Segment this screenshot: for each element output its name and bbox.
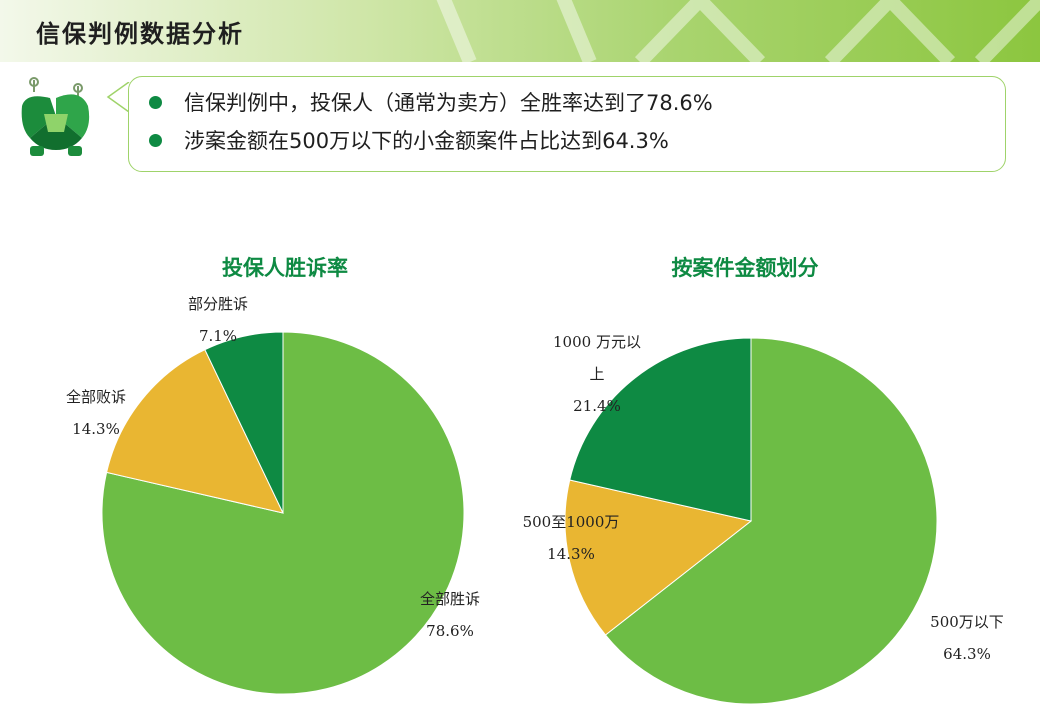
bullet-dot-icon — [149, 95, 162, 109]
pie-slice-1 — [101, 331, 465, 695]
pie-slice-1 — [604, 337, 938, 705]
pie-slice-3 — [569, 337, 752, 522]
pie-slice-2 — [564, 479, 753, 636]
slice-value-3: 7.1% — [199, 327, 237, 345]
bullet-text: 信保判例中，投保人（通常为卖方）全胜率达到了78.6% — [184, 91, 713, 115]
slice-label-1: 500万以下 — [930, 613, 1004, 631]
slice-value-1: 64.3% — [943, 645, 991, 663]
slice-label-2: 全部败诉 — [66, 388, 126, 406]
slice-value-2: 14.3% — [72, 420, 120, 438]
slice-value-1: 78.6% — [426, 622, 474, 640]
slice-value-2: 14.3% — [547, 545, 595, 563]
summary-bullet-1: 信保判例中，投保人（通常为卖方）全胜率达到了78.6% — [149, 87, 713, 117]
summary-callout: 信保判例中，投保人（通常为卖方）全胜率达到了78.6% 涉案金额在500万以下的… — [128, 76, 1006, 172]
bullet-dot-icon — [149, 133, 162, 147]
pie-slice-3 — [204, 331, 284, 514]
slice-label-3: 部分胜诉 — [188, 295, 248, 313]
chart-title-win-rate: 投保人胜诉率 — [222, 255, 348, 280]
slice-label-3: 1000 万元以 — [553, 333, 641, 351]
page-title: 信保判例数据分析 — [36, 20, 244, 48]
slice-label-1: 全部胜诉 — [420, 590, 480, 608]
header-decoration — [436, 0, 1040, 62]
green-character-icon — [21, 77, 90, 156]
slice-value-3: 21.4% — [573, 397, 621, 415]
callout-tail — [106, 82, 130, 112]
bullet-text: 涉案金额在500万以下的小金额案件占比达到64.3% — [184, 129, 669, 153]
chart-title-amount: 按案件金额划分 — [671, 255, 819, 280]
pie-slice-2 — [106, 349, 284, 514]
header-bar: 信保判例数据分析 — [0, 0, 1040, 62]
slice-label-3: 上 — [589, 365, 604, 383]
summary-bullet-2: 涉案金额在500万以下的小金额案件占比达到64.3% — [149, 125, 669, 155]
slice-label-2: 500至1000万 — [523, 513, 620, 531]
